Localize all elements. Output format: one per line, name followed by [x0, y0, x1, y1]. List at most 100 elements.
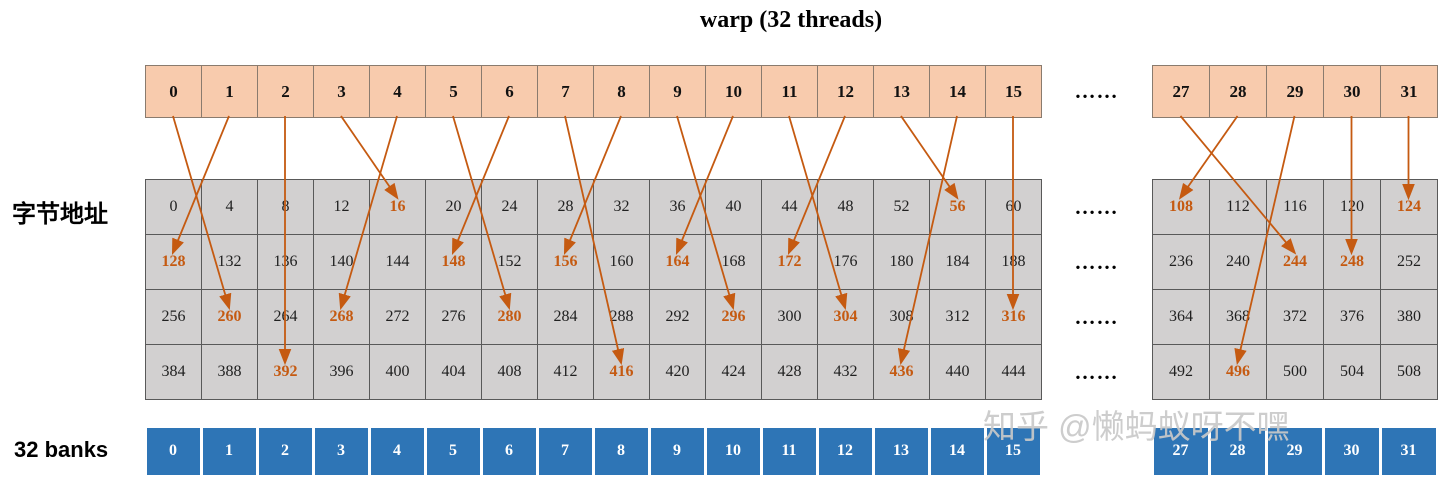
byte-address-cell: 284: [537, 289, 594, 345]
byte-address-grid-right: 108 112 116 120 124 236 240 244 248 252 364 368 372 3…: [1152, 179, 1439, 401]
byte-address-cell: 492: [1152, 344, 1210, 400]
byte-address-cell: 156: [537, 234, 594, 290]
byte-address-cell: 268: [313, 289, 370, 345]
byte-address-cell: 260: [201, 289, 258, 345]
diagram-title: warp (32 threads): [699, 7, 883, 33]
byte-address-cell: 296: [705, 289, 762, 345]
byte-address-cell: 160: [593, 234, 650, 290]
warp-thread-cell: 28: [1209, 65, 1267, 118]
byte-address-cell: 32: [593, 179, 650, 235]
byte-address-cell: 380: [1380, 289, 1438, 345]
byte-address-cell: 372: [1266, 289, 1324, 345]
byte-address-cell: 504: [1323, 344, 1381, 400]
byte-address-cell: 280: [481, 289, 538, 345]
ellipsis-dots: ……: [1074, 305, 1119, 329]
byte-address-cell: 396: [313, 344, 370, 400]
warp-thread-cell: 30: [1323, 65, 1381, 118]
byte-address-cell: 304: [817, 289, 874, 345]
byte-address-cell: 500: [1266, 344, 1324, 400]
byte-address-cell: 16: [369, 179, 426, 235]
byte-address-grid-left: 0 4 8 12 16 20 24 28 32 36 40 44 48 52 56 60 128 132 136 14…: [145, 179, 1043, 401]
warp-row-left: 0 1 2 3 4 5 6 7 8 9 10 11 12 13 14 15: [145, 65, 1043, 119]
byte-address-cell: 300: [761, 289, 818, 345]
bank-cell: 8: [594, 427, 648, 475]
byte-address-cell: 388: [201, 344, 258, 400]
byte-address-cell: 264: [257, 289, 314, 345]
byte-address-cell: 48: [817, 179, 874, 235]
byte-address-cell: 40: [705, 179, 762, 235]
byte-address-cell: 376: [1323, 289, 1381, 345]
bank-cell: 27: [1153, 427, 1208, 475]
bank-cell: 4: [370, 427, 424, 475]
warp-thread-cell: 9: [649, 65, 706, 118]
byte-address-cell: 144: [369, 234, 426, 290]
byte-address-cell: 440: [929, 344, 986, 400]
byte-address-cell: 136: [257, 234, 314, 290]
banks-label: 32 banks: [14, 437, 109, 462]
byte-address-cell: 416: [593, 344, 650, 400]
byte-address-cell: 52: [873, 179, 930, 235]
byte-address-cell: 272: [369, 289, 426, 345]
byte-address-cell: 432: [817, 344, 874, 400]
bank-cell: 7: [538, 427, 592, 475]
byte-address-cell: 140: [313, 234, 370, 290]
warp-thread-cell: 11: [761, 65, 818, 118]
byte-address-cell: 248: [1323, 234, 1381, 290]
bank-cell: 1: [202, 427, 256, 475]
byte-address-cell: 412: [537, 344, 594, 400]
byte-address-cell: 120: [1323, 179, 1381, 235]
byte-address-cell: 400: [369, 344, 426, 400]
byte-address-cell: 0: [145, 179, 202, 235]
byte-address-cell: 168: [705, 234, 762, 290]
byte-address-cell: 24: [481, 179, 538, 235]
byte-address-cell: 8: [257, 179, 314, 235]
byte-address-cell: 236: [1152, 234, 1210, 290]
byte-address-cell: 364: [1152, 289, 1210, 345]
byte-address-cell: 36: [649, 179, 706, 235]
byte-address-cell: 368: [1209, 289, 1267, 345]
byte-address-cell: 384: [145, 344, 202, 400]
byte-address-cell: 164: [649, 234, 706, 290]
bank-row-left: 0 1 2 3 4 5 6 7 8 9 10 11 12 13 14 15: [145, 426, 1043, 476]
warp-thread-cell: 27: [1152, 65, 1210, 118]
byte-address-cell: 148: [425, 234, 482, 290]
warp-thread-cell: 4: [369, 65, 426, 118]
ellipsis-dots: ……: [1074, 360, 1119, 384]
warp-thread-cell: 3: [313, 65, 370, 118]
byte-address-cell: 12: [313, 179, 370, 235]
byte-address-cell: 28: [537, 179, 594, 235]
ellipsis-dots: ……: [1074, 250, 1119, 274]
byte-address-cell: 252: [1380, 234, 1438, 290]
warp-thread-cell: 15: [985, 65, 1042, 118]
byte-address-cell: 496: [1209, 344, 1267, 400]
byte-address-cell: 20: [425, 179, 482, 235]
byte-address-cell: 132: [201, 234, 258, 290]
byte-address-cell: 276: [425, 289, 482, 345]
byte-address-cell: 428: [761, 344, 818, 400]
byte-address-cell: 176: [817, 234, 874, 290]
warp-thread-cell: 13: [873, 65, 930, 118]
byte-address-cell: 312: [929, 289, 986, 345]
bank-cell: 29: [1267, 427, 1322, 475]
byte-address-cell: 508: [1380, 344, 1438, 400]
byte-address-cell: 152: [481, 234, 538, 290]
bank-cell: 11: [762, 427, 816, 475]
warp-thread-cell: 2: [257, 65, 314, 118]
byte-address-cell: 408: [481, 344, 538, 400]
warp-thread-cell: 8: [593, 65, 650, 118]
byte-address-cell: 392: [257, 344, 314, 400]
warp-thread-cell: 0: [145, 65, 202, 118]
byte-address-cell: 188: [985, 234, 1042, 290]
byte-address-cell: 56: [929, 179, 986, 235]
byte-address-cell: 316: [985, 289, 1042, 345]
bank-cell: 12: [818, 427, 872, 475]
byte-address-cell: 308: [873, 289, 930, 345]
watermark: 知乎 @懒蚂蚁呀不嘿: [983, 408, 1290, 445]
bank-cell: 6: [482, 427, 536, 475]
byte-address-cell: 112: [1209, 179, 1267, 235]
byte-address-cell: 288: [593, 289, 650, 345]
bank-cell: 0: [146, 427, 200, 475]
bank-cell: 31: [1381, 427, 1436, 475]
byte-address-cell: 244: [1266, 234, 1324, 290]
